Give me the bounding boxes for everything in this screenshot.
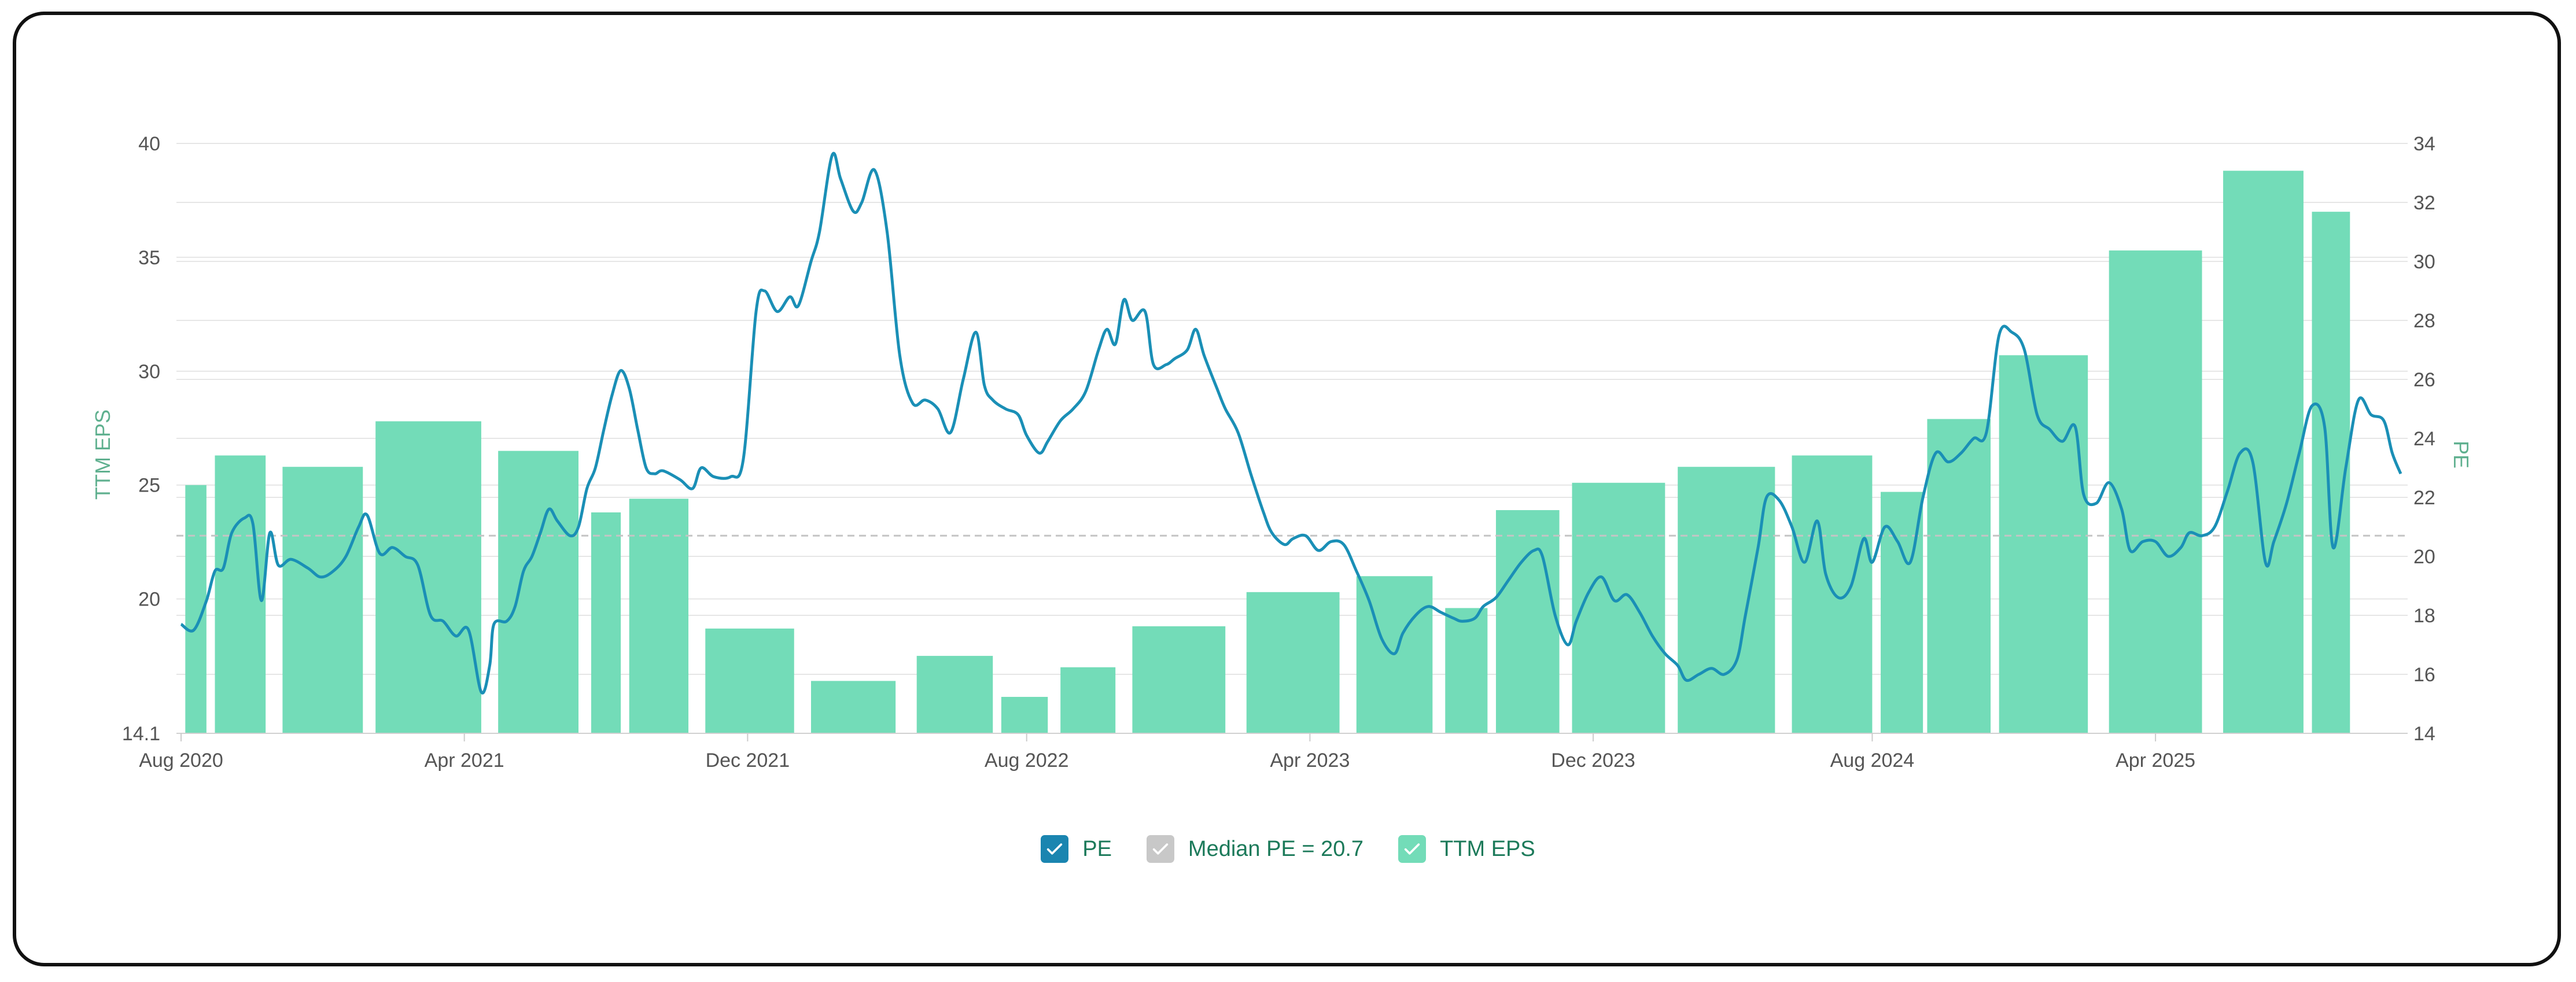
check-icon <box>1047 843 1063 855</box>
eps-bar-16 <box>1495 510 1560 733</box>
y-left-tick-label: 20 <box>138 589 160 611</box>
x-tick-label: Aug 2024 <box>1830 750 1915 771</box>
eps-bar-21 <box>1927 419 1991 733</box>
x-tick-label: Apr 2023 <box>1270 750 1350 771</box>
eps-bar-9 <box>916 656 993 733</box>
eps-bar-3 <box>375 421 481 733</box>
y-right-tick-label: 26 <box>2413 369 2435 391</box>
eps-bar-11 <box>1060 667 1116 733</box>
eps-bar-12 <box>1132 626 1226 733</box>
x-tick-label: Aug 2020 <box>139 750 223 771</box>
y-right-tick-label: 32 <box>2413 192 2435 214</box>
y-right-tick-label: 22 <box>2413 487 2435 509</box>
legend-checkbox-median-pe[interactable] <box>1146 835 1174 863</box>
eps-bar-5 <box>591 512 621 733</box>
y-right-tick-label: 14 <box>2413 723 2435 745</box>
y-right-tick-label: 28 <box>2413 310 2435 332</box>
eps-bar-15 <box>1445 608 1488 733</box>
y-right-tick-label: 34 <box>2413 133 2435 155</box>
eps-bar-8 <box>810 681 896 733</box>
eps-bar-6 <box>629 499 689 733</box>
pe-line <box>180 152 2402 695</box>
y-right-axis-title: PE <box>2449 441 2473 468</box>
y-right-tick-label: 18 <box>2413 605 2435 627</box>
y-left-tick-label: 40 <box>138 133 160 155</box>
legend-checkbox-ttm-eps[interactable] <box>1398 835 1427 863</box>
y-left-tick-label: 35 <box>138 247 160 269</box>
eps-bars <box>185 171 2350 734</box>
y-right-tick-label: 20 <box>2413 546 2435 568</box>
x-tick-label: Apr 2025 <box>2116 750 2195 771</box>
y-left-tick-label: 25 <box>138 475 160 497</box>
eps-bar-18 <box>1678 467 1775 733</box>
eps-bar-23 <box>2109 250 2202 733</box>
x-tick-label: Aug 2022 <box>985 750 1069 771</box>
legend-label-ttm-eps: TTM EPS <box>1440 836 1535 861</box>
check-icon <box>1404 843 1420 855</box>
eps-bar-4 <box>498 451 579 733</box>
y-left-axis-title: TTM EPS <box>91 409 115 500</box>
check-icon <box>1152 843 1169 855</box>
eps-bar-7 <box>705 628 794 733</box>
legend-item-pe[interactable]: PE <box>1041 835 1112 863</box>
eps-bar-17 <box>1572 482 1665 733</box>
x-tick-label: Dec 2021 <box>706 750 790 771</box>
y-right-tick-label: 16 <box>2413 664 2435 686</box>
y-left-tick-label: 30 <box>138 361 160 383</box>
legend: PE Median PE = 20.7 TTM EPS <box>0 832 2576 866</box>
legend-label-median-pe: Median PE = 20.7 <box>1188 836 1364 861</box>
axes: Aug 2020 Apr 2021 Dec 2021 Aug 2022 Apr 2023… <box>91 133 2473 771</box>
eps-bar-22 <box>1999 355 2088 733</box>
pe-series-line <box>180 152 2402 695</box>
legend-checkbox-pe[interactable] <box>1041 835 1069 863</box>
y-right-tick-label: 30 <box>2413 251 2435 273</box>
legend-label-pe: PE <box>1082 836 1112 861</box>
legend-item-ttm-eps[interactable]: TTM EPS <box>1398 835 1535 863</box>
legend-item-median-pe[interactable]: Median PE = 20.7 <box>1146 835 1364 863</box>
eps-bar-19 <box>1792 455 1873 733</box>
eps-bar-1 <box>215 455 266 733</box>
y-left-tick-label: 14.1 <box>122 723 160 745</box>
eps-bar-2 <box>282 467 363 733</box>
eps-bar-10 <box>1001 696 1048 733</box>
x-tick-label: Dec 2023 <box>1551 750 1635 771</box>
y-right-tick-label: 24 <box>2413 428 2435 450</box>
eps-bar-24 <box>2223 171 2304 734</box>
eps-bar-13 <box>1246 592 1340 733</box>
x-tick-label: Apr 2021 <box>425 750 504 771</box>
